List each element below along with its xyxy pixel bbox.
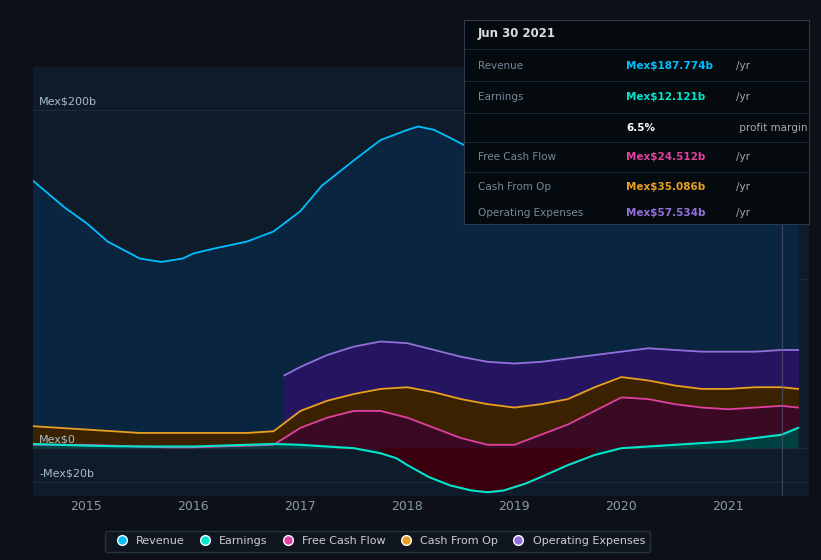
Text: /yr: /yr	[736, 208, 750, 218]
Text: Mex$12.121b: Mex$12.121b	[626, 92, 705, 102]
Legend: Revenue, Earnings, Free Cash Flow, Cash From Op, Operating Expenses: Revenue, Earnings, Free Cash Flow, Cash …	[105, 530, 650, 552]
Text: /yr: /yr	[736, 152, 750, 161]
Text: Free Cash Flow: Free Cash Flow	[478, 152, 556, 161]
Text: Mex$35.086b: Mex$35.086b	[626, 182, 705, 192]
Text: Mex$187.774b: Mex$187.774b	[626, 60, 713, 71]
Text: -Mex$20b: -Mex$20b	[39, 469, 94, 479]
Text: Mex$0: Mex$0	[39, 435, 76, 445]
Text: /yr: /yr	[736, 60, 750, 71]
Text: Revenue: Revenue	[478, 60, 523, 71]
Text: Operating Expenses: Operating Expenses	[478, 208, 583, 218]
Text: profit margin: profit margin	[736, 123, 808, 133]
Text: 6.5%: 6.5%	[626, 123, 655, 133]
Text: /yr: /yr	[736, 182, 750, 192]
Text: /yr: /yr	[736, 92, 750, 102]
Text: Earnings: Earnings	[478, 92, 523, 102]
Text: Jun 30 2021: Jun 30 2021	[478, 27, 556, 40]
Text: Cash From Op: Cash From Op	[478, 182, 551, 192]
Text: Mex$57.534b: Mex$57.534b	[626, 208, 705, 218]
Text: Mex$24.512b: Mex$24.512b	[626, 152, 705, 161]
Text: Mex$200b: Mex$200b	[39, 96, 97, 106]
